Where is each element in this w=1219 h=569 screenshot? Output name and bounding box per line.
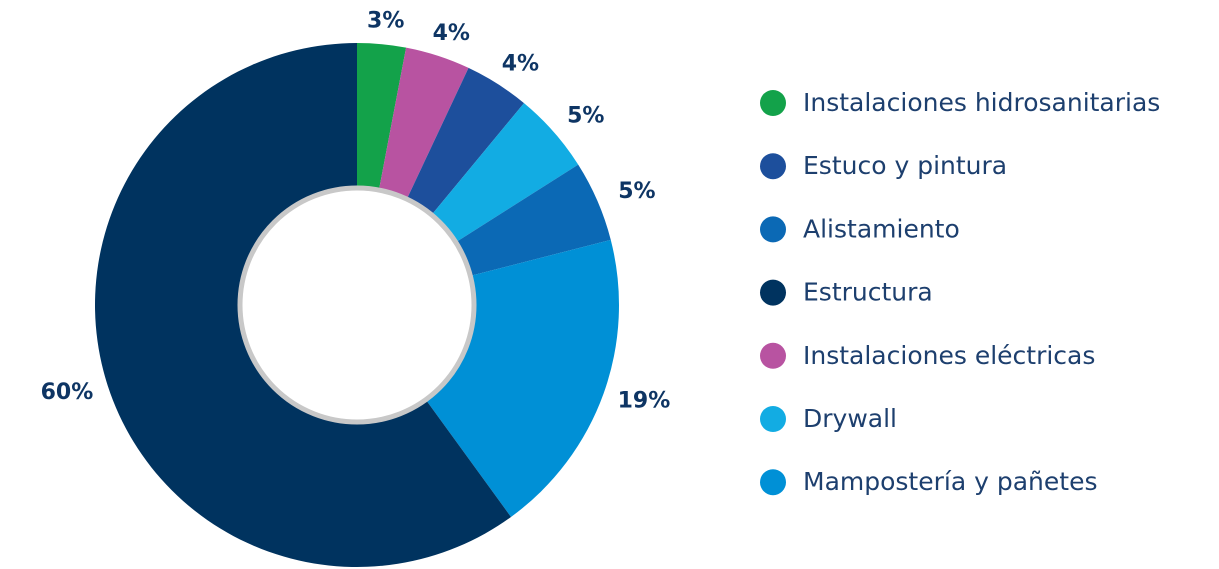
legend-label: Instalaciones hidrosanitarias (803, 88, 1160, 117)
data-label: 4% (502, 51, 539, 76)
legend-swatch (760, 153, 786, 180)
slice (456, 164, 611, 276)
slice (95, 43, 511, 568)
legend-label: Drywall (803, 404, 897, 433)
legend-label: Estructura (803, 278, 933, 307)
slice (432, 103, 579, 242)
hole-ring (237, 185, 477, 425)
data-label: 5% (567, 104, 604, 129)
slice (407, 67, 525, 215)
legend-swatch (760, 90, 786, 116)
legend-label: Estuco y pintura (803, 151, 1007, 180)
legend-swatch (760, 342, 786, 369)
data-label: 4% (433, 21, 470, 46)
legend-label: Alistamiento (803, 214, 960, 243)
slice (357, 43, 407, 190)
legend-swatch (760, 406, 786, 432)
data-label: 5% (618, 179, 655, 204)
data-label: 60% (41, 380, 94, 405)
legend-label: Mampostería y pañetes (803, 467, 1097, 496)
legend-swatch (760, 279, 786, 306)
legend-swatch (760, 216, 786, 243)
data-label: 3% (367, 8, 404, 33)
data-label: 19% (618, 389, 671, 414)
slice (379, 47, 469, 199)
slice (426, 239, 619, 517)
legend-label: Instalaciones eléctricas (803, 341, 1095, 370)
legend-swatch (760, 469, 786, 496)
